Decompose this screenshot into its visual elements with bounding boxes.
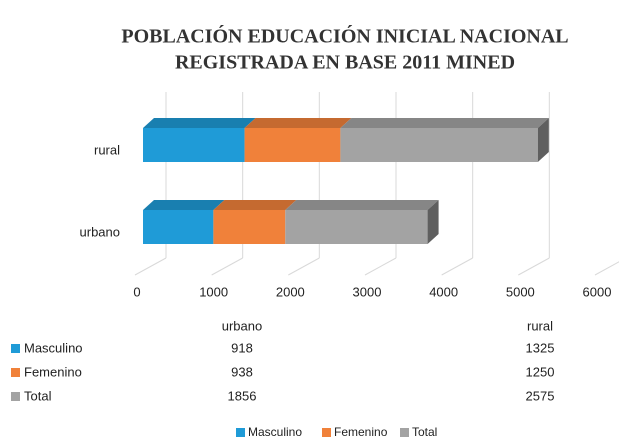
y-tick-label: rural — [94, 142, 120, 157]
table-value: 938 — [231, 364, 253, 379]
legend-label: Total — [412, 425, 437, 439]
grid-floor — [211, 257, 243, 276]
chart-title: REGISTRADA EN BASE 2011 MINED — [175, 52, 515, 74]
x-tick-label: 3000 — [353, 284, 382, 299]
table-header: urbano — [222, 318, 262, 333]
table-row-label: Masculino — [24, 340, 83, 355]
legend-swatch — [322, 428, 331, 437]
bar-top — [213, 200, 297, 210]
grid-floor — [288, 257, 320, 276]
table-swatch — [11, 392, 20, 401]
x-tick-label: 1000 — [199, 284, 228, 299]
bar — [143, 128, 245, 162]
table-row-label: Total — [24, 388, 52, 403]
bar-top — [143, 118, 256, 128]
table-header: rural — [527, 318, 553, 333]
grid-floor — [364, 257, 397, 276]
table-value: 1856 — [228, 388, 257, 403]
x-tick-label: 2000 — [276, 284, 305, 299]
table-swatch — [11, 368, 20, 377]
legend-swatch — [236, 428, 245, 437]
table-value: 1250 — [526, 364, 555, 379]
grid-floor — [518, 257, 550, 276]
bar-top — [244, 118, 352, 128]
bar-top — [340, 118, 549, 128]
legend-label: Femenino — [334, 425, 388, 439]
table-swatch — [11, 344, 20, 353]
y-tick-label: urbano — [80, 224, 120, 239]
table-value: 2575 — [526, 388, 555, 403]
bar — [340, 128, 538, 162]
table-value: 918 — [231, 340, 253, 355]
grid-floor — [441, 257, 473, 276]
bar-top — [285, 200, 439, 210]
x-tick-label: 0 — [133, 284, 140, 299]
bar — [213, 210, 286, 244]
chart-title: POBLACIÓN EDUCACIÓN INICIAL NACIONAL — [121, 24, 568, 48]
x-tick-label: 6000 — [583, 284, 612, 299]
bar — [244, 128, 341, 162]
x-tick-label: 4000 — [429, 284, 458, 299]
x-tick-label: 5000 — [506, 284, 535, 299]
bar — [285, 210, 428, 244]
legend-label: Masculino — [248, 425, 302, 439]
bar-side — [537, 118, 549, 162]
bar-top — [143, 200, 225, 210]
table-value: 1325 — [526, 340, 555, 355]
table-row-label: Femenino — [24, 364, 82, 379]
bar — [143, 210, 214, 244]
legend-swatch — [400, 428, 409, 437]
grid-floor — [134, 257, 167, 276]
grid-floor — [594, 261, 619, 276]
bar-side — [427, 200, 439, 244]
